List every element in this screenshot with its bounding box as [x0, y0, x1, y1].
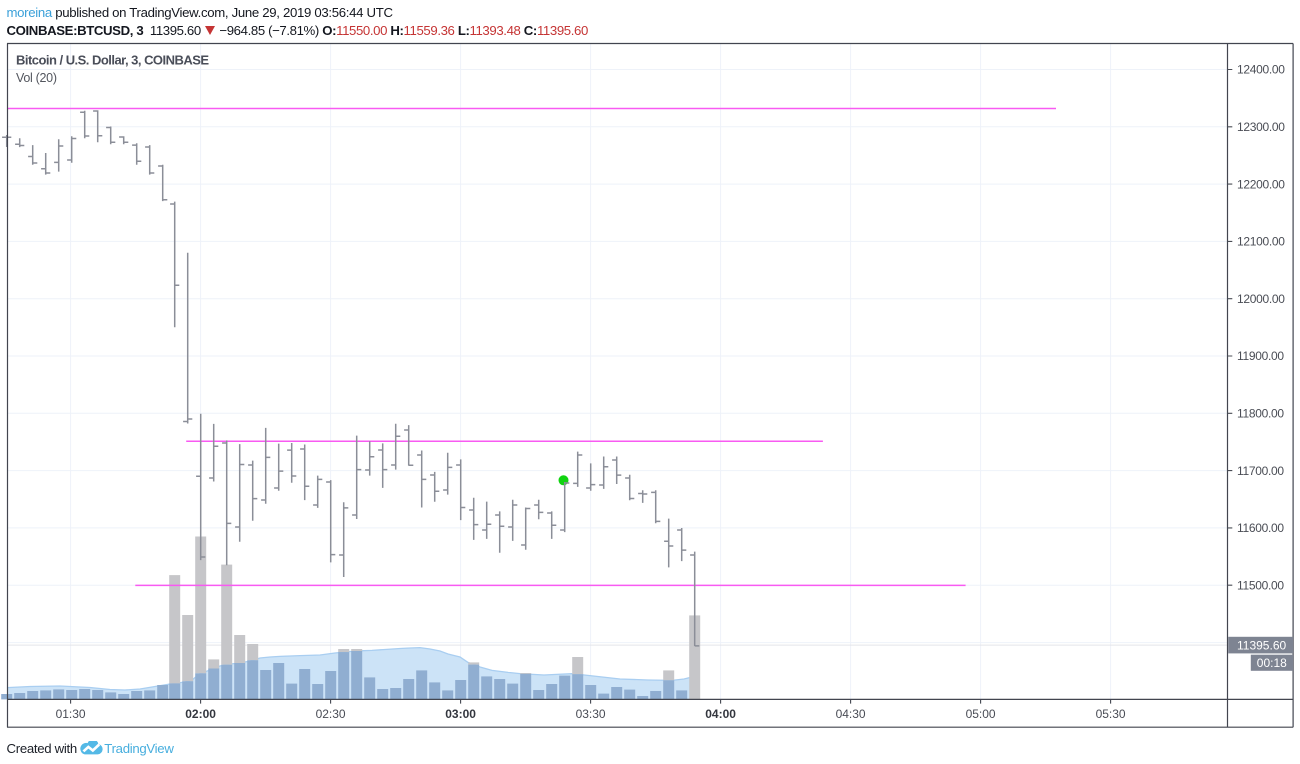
svg-text:Vol (20): Vol (20) — [16, 71, 57, 85]
svg-text:Bitcoin / U.S. Dollar, 3, COIN: Bitcoin / U.S. Dollar, 3, COINBASE — [16, 53, 209, 68]
svg-text:12000.00: 12000.00 — [1237, 292, 1285, 306]
svg-text:12400.00: 12400.00 — [1237, 63, 1285, 77]
svg-text:11500.00: 11500.00 — [1237, 578, 1284, 592]
svg-text:00:18: 00:18 — [1257, 656, 1287, 670]
svg-text:11800.00: 11800.00 — [1237, 407, 1284, 421]
svg-text:04:00: 04:00 — [705, 707, 736, 721]
svg-text:05:30: 05:30 — [1096, 707, 1126, 721]
svg-text:11395.60: 11395.60 — [1237, 638, 1286, 652]
svg-text:02:00: 02:00 — [185, 707, 216, 721]
svg-text:03:00: 03:00 — [445, 707, 476, 721]
svg-text:11700.00: 11700.00 — [1237, 464, 1284, 478]
svg-text:04:30: 04:30 — [836, 707, 866, 721]
svg-text:11600.00: 11600.00 — [1237, 521, 1284, 535]
svg-text:05:00: 05:00 — [966, 707, 996, 721]
svg-text:11900.00: 11900.00 — [1237, 349, 1284, 363]
svg-text:12100.00: 12100.00 — [1237, 235, 1285, 249]
svg-text:01:30: 01:30 — [56, 707, 86, 721]
svg-text:03:30: 03:30 — [576, 707, 606, 721]
svg-text:02:30: 02:30 — [316, 707, 346, 721]
svg-text:12300.00: 12300.00 — [1237, 120, 1285, 134]
svg-text:12200.00: 12200.00 — [1237, 177, 1285, 191]
